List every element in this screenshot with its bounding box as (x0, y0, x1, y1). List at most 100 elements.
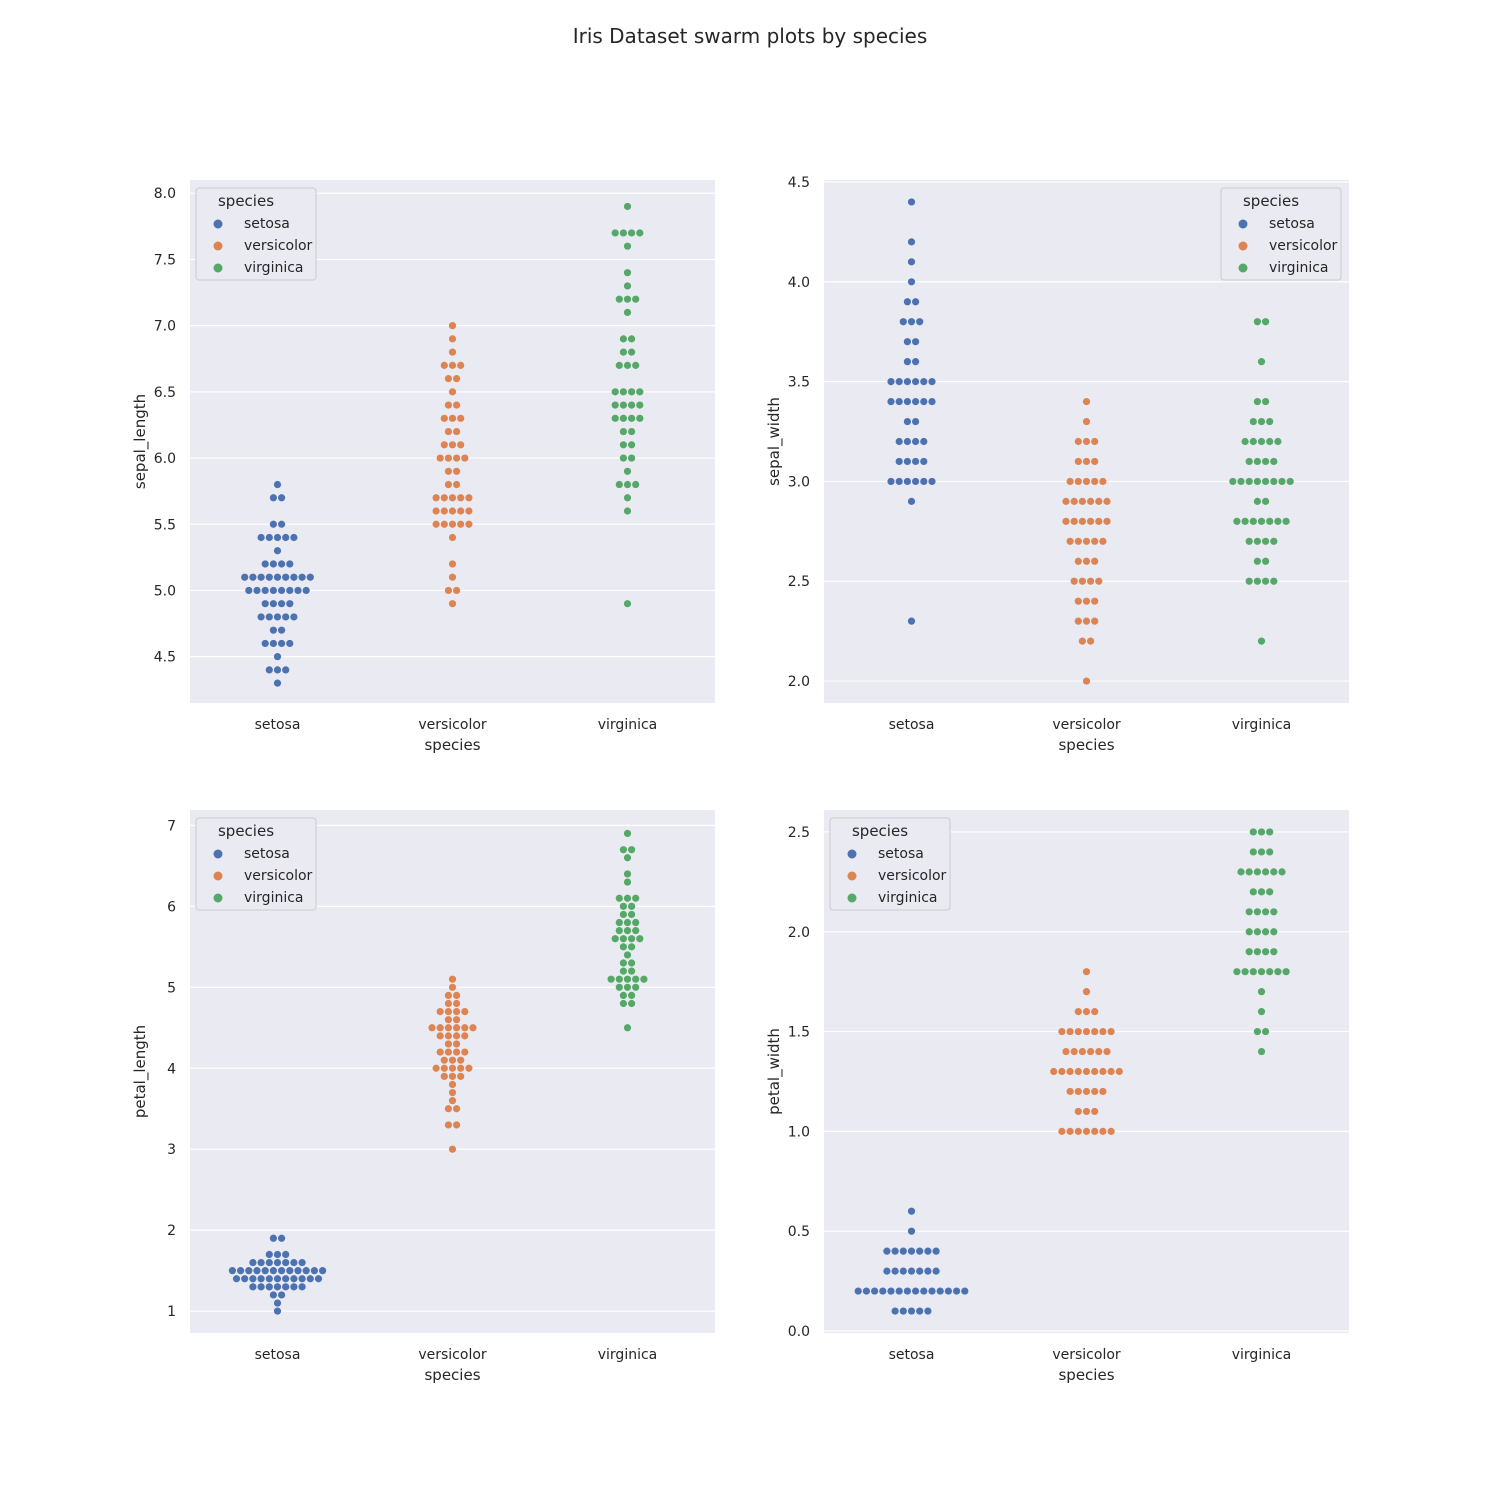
legend-label-virginica: virginica (244, 890, 304, 906)
data-point-versicolor (448, 975, 457, 983)
data-point-versicolor (1095, 577, 1103, 585)
data-point-versicolor (1074, 537, 1082, 545)
y-tick-label: 7.5 (154, 252, 176, 268)
data-point-versicolor (1082, 988, 1091, 996)
data-point-setosa (903, 437, 912, 446)
data-point-versicolor (1066, 1087, 1074, 1096)
data-point-setosa (278, 600, 286, 608)
data-point-setosa (294, 1267, 302, 1275)
data-point-virginica (628, 943, 636, 951)
data-point-versicolor (436, 1048, 444, 1056)
data-point-virginica (628, 454, 636, 462)
data-point-versicolor (448, 335, 457, 343)
data-point-setosa (895, 378, 903, 386)
data-point-setosa (282, 1283, 290, 1291)
data-point-virginica (632, 361, 640, 369)
data-point-virginica (1278, 868, 1286, 876)
data-point-virginica (628, 967, 636, 975)
data-point-setosa (290, 1283, 298, 1291)
data-point-virginica (1249, 417, 1257, 426)
data-point-virginica (1257, 417, 1266, 426)
data-point-setosa (273, 1258, 282, 1267)
data-point-virginica (619, 910, 628, 919)
legend-frame (195, 187, 317, 281)
data-point-virginica (1257, 988, 1266, 996)
legend-frame (829, 817, 951, 911)
data-point-virginica (619, 935, 628, 943)
data-point-virginica (1257, 1047, 1266, 1056)
legend-marker-setosa (213, 219, 223, 229)
data-point-versicolor (1074, 617, 1082, 625)
data-point-versicolor (1082, 1127, 1091, 1135)
data-point-virginica (1257, 517, 1266, 525)
data-point-virginica (1270, 948, 1278, 956)
legend-label-virginica: virginica (244, 260, 304, 276)
data-point-setosa (253, 1267, 261, 1275)
data-point-setosa (920, 437, 928, 446)
data-point-versicolor (1070, 497, 1078, 505)
data-point-versicolor (1087, 497, 1095, 505)
data-point-setosa (916, 1307, 924, 1315)
y-tick-label: 3.0 (788, 474, 810, 490)
data-point-setosa (920, 457, 928, 466)
data-point-virginica (1249, 437, 1257, 446)
data-point-setosa (294, 586, 302, 595)
data-point-setosa (273, 679, 282, 687)
data-point-setosa (286, 639, 294, 648)
figure-title: Iris Dataset swarm plots by species (572, 24, 928, 48)
data-point-versicolor (457, 1072, 465, 1080)
data-point-virginica (619, 999, 628, 1008)
y-tick-label: 4.5 (154, 650, 176, 666)
data-point-setosa (912, 338, 920, 346)
data-point-virginica (1245, 577, 1253, 585)
data-point-virginica (1249, 848, 1257, 856)
data-point-virginica (1229, 477, 1237, 486)
data-point-versicolor (1082, 1067, 1091, 1076)
data-point-virginica (615, 927, 623, 935)
data-point-versicolor (1074, 597, 1082, 605)
data-point-setosa (273, 613, 282, 621)
y-tick-label: 7 (167, 818, 176, 834)
data-point-versicolor (1074, 1127, 1082, 1135)
data-point-virginica (1266, 517, 1274, 525)
data-point-versicolor (453, 1040, 461, 1048)
data-point-setosa (912, 437, 920, 446)
data-point-virginica (623, 202, 632, 211)
data-point-virginica (623, 480, 632, 489)
x-tick-label: versicolor (1052, 717, 1121, 733)
legend-label-virginica: virginica (878, 890, 938, 906)
data-point-virginica (1245, 868, 1253, 876)
data-point-versicolor (448, 348, 457, 356)
data-point-virginica (1237, 868, 1245, 876)
y-axis-label: sepal_length (131, 394, 150, 489)
y-tick-label: 2 (167, 1223, 176, 1239)
data-point-virginica (632, 295, 640, 303)
data-point-virginica (619, 959, 628, 967)
data-point-virginica (636, 414, 644, 422)
data-point-versicolor (436, 1007, 444, 1016)
data-point-virginica (628, 388, 636, 396)
data-point-virginica (1274, 517, 1282, 525)
data-point-setosa (319, 1267, 327, 1275)
data-point-virginica (1245, 537, 1253, 545)
data-point-versicolor (448, 560, 457, 568)
data-point-virginica (1266, 888, 1274, 896)
data-point-versicolor (465, 520, 473, 528)
y-tick-label: 2.0 (788, 674, 810, 690)
data-point-versicolor (1095, 1047, 1103, 1056)
legend-marker-setosa (847, 849, 857, 859)
data-point-setosa (273, 1275, 282, 1283)
data-point-versicolor (453, 427, 461, 436)
x-tick-label: virginica (1232, 717, 1292, 733)
data-point-virginica (1278, 477, 1286, 486)
legend-frame (1220, 187, 1342, 281)
data-point-versicolor (1082, 1087, 1091, 1096)
data-point-versicolor (448, 600, 457, 608)
x-tick-label: versicolor (1052, 1347, 1121, 1363)
data-point-setosa (907, 497, 916, 505)
data-point-virginica (623, 600, 632, 608)
data-point-setosa (895, 1287, 903, 1295)
data-point-setosa (253, 586, 261, 595)
data-point-versicolor (453, 467, 461, 475)
data-point-setosa (891, 1307, 899, 1315)
